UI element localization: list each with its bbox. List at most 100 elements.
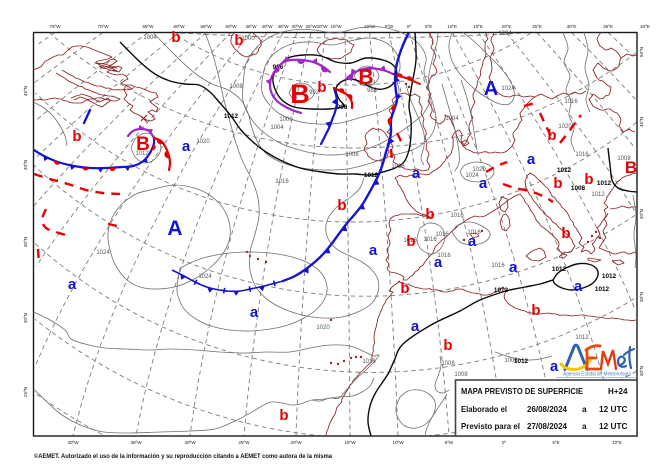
svg-text:1000: 1000	[279, 117, 293, 123]
svg-text:b: b	[547, 127, 556, 144]
svg-text:b: b	[171, 29, 180, 46]
svg-text:50ºN: 50ºN	[639, 47, 644, 57]
svg-text:45ºN: 45ºN	[639, 117, 644, 127]
svg-text:40ºN: 40ºN	[639, 209, 644, 219]
svg-text:Elaborado el: Elaborado el	[461, 404, 507, 414]
svg-text:a: a	[68, 276, 77, 293]
svg-text:a: a	[468, 233, 477, 250]
svg-text:30ºN: 30ºN	[23, 313, 28, 323]
svg-text:b: b	[406, 233, 415, 250]
svg-text:1012: 1012	[597, 180, 612, 187]
svg-text:1004: 1004	[270, 125, 284, 131]
svg-text:Previsto para el: Previsto para el	[461, 421, 520, 431]
svg-text:20ºW: 20ºW	[316, 24, 328, 29]
svg-text:1012: 1012	[364, 172, 379, 179]
svg-text:a: a	[479, 175, 488, 192]
svg-text:a: a	[250, 304, 259, 321]
svg-text:b: b	[317, 79, 326, 96]
svg-text:10ºE: 10ºE	[612, 440, 622, 445]
svg-text:b: b	[234, 32, 243, 49]
svg-text:1012: 1012	[494, 287, 509, 294]
svg-text:1016: 1016	[575, 152, 589, 158]
svg-text:35ºN: 35ºN	[23, 237, 28, 247]
svg-text:A: A	[484, 78, 498, 100]
svg-text:a: a	[527, 151, 536, 168]
svg-text:1024: 1024	[198, 274, 212, 280]
svg-text:b: b	[400, 280, 409, 297]
svg-text:5ºW: 5ºW	[445, 440, 454, 445]
svg-text:b: b	[531, 302, 540, 319]
svg-text:b: b	[443, 337, 452, 354]
svg-text:1012: 1012	[595, 286, 610, 293]
svg-text:12 UTC: 12 UTC	[599, 421, 628, 431]
svg-text:30ºN: 30ºN	[639, 366, 644, 376]
svg-text:5ºE: 5ºE	[552, 440, 559, 445]
svg-text:1008: 1008	[617, 156, 631, 162]
svg-text:1016: 1016	[467, 230, 481, 236]
svg-text:1008: 1008	[504, 358, 518, 364]
svg-text:40ºW: 40ºW	[261, 24, 273, 29]
svg-text:B: B	[625, 158, 637, 177]
svg-text:MAPA PREVISTO DE SUPERFICIE: MAPA PREVISTO DE SUPERFICIE	[461, 386, 583, 396]
svg-text:1012: 1012	[557, 167, 572, 174]
svg-text:1016: 1016	[450, 213, 464, 219]
svg-text:10ºW: 10ºW	[392, 440, 404, 445]
svg-text:75ºW: 75ºW	[49, 24, 61, 29]
svg-text:1012: 1012	[602, 273, 617, 280]
svg-text:b: b	[584, 171, 593, 188]
svg-text:35ºW: 35ºW	[130, 440, 142, 445]
svg-text:992: 992	[309, 90, 320, 96]
svg-text:55ºW: 55ºW	[200, 24, 212, 29]
svg-text:25ºW: 25ºW	[238, 440, 250, 445]
svg-text:1004: 1004	[143, 35, 157, 41]
svg-text:a: a	[582, 421, 587, 431]
svg-text:1016: 1016	[275, 179, 289, 185]
svg-text:a: a	[434, 254, 443, 271]
svg-text:H+24: H+24	[608, 386, 628, 396]
svg-text:1024: 1024	[501, 86, 515, 92]
svg-text:40ºN: 40ºN	[23, 160, 28, 170]
svg-text:Agencia Estatal de Meteorologí: Agencia Estatal de Meteorología	[563, 372, 631, 378]
svg-text:45ºW: 45ºW	[245, 24, 257, 29]
svg-text:a: a	[369, 242, 378, 259]
svg-text:996: 996	[337, 104, 348, 111]
svg-text:1008: 1008	[454, 372, 468, 378]
svg-text:1012: 1012	[552, 266, 567, 273]
svg-text:1016: 1016	[435, 232, 449, 238]
svg-text:988: 988	[367, 88, 378, 94]
svg-text:A: A	[167, 217, 182, 240]
svg-text:a: a	[574, 278, 583, 295]
svg-text:1020: 1020	[316, 325, 330, 331]
svg-text:a: a	[550, 358, 559, 375]
svg-text:b: b	[561, 225, 570, 242]
svg-text:1012: 1012	[514, 358, 529, 365]
svg-text:20ºE: 20ºE	[502, 24, 512, 29]
svg-text:30ºE: 30ºE	[567, 24, 577, 29]
svg-text:1020: 1020	[558, 124, 572, 130]
svg-text:15ºE: 15ºE	[473, 24, 483, 29]
svg-text:60ºW: 60ºW	[173, 24, 185, 29]
svg-text:25ºN: 25ºN	[23, 387, 28, 397]
svg-text:65ºW: 65ºW	[142, 24, 154, 29]
svg-text:1016: 1016	[362, 359, 376, 365]
svg-text:a: a	[412, 165, 421, 182]
svg-text:1024: 1024	[96, 250, 110, 256]
svg-text:70ºW: 70ºW	[97, 24, 109, 29]
svg-text:5ºW: 5ºW	[385, 24, 394, 29]
svg-text:a: a	[182, 138, 191, 155]
svg-text:30ºW: 30ºW	[291, 24, 303, 29]
svg-text:a: a	[582, 404, 587, 414]
svg-text:1016: 1016	[403, 238, 417, 244]
svg-text:25ºE: 25ºE	[532, 24, 542, 29]
svg-text:1012: 1012	[575, 335, 589, 341]
svg-text:1016: 1016	[423, 237, 437, 243]
svg-text:1000: 1000	[241, 36, 255, 42]
svg-text:b: b	[72, 128, 81, 145]
svg-text:a: a	[509, 259, 518, 276]
svg-text:1016: 1016	[491, 263, 505, 269]
svg-text:1008: 1008	[229, 84, 243, 90]
svg-text:b: b	[337, 197, 346, 214]
svg-text:1024: 1024	[465, 173, 479, 179]
svg-text:1012: 1012	[135, 151, 149, 157]
svg-text:20ºW: 20ºW	[290, 440, 302, 445]
